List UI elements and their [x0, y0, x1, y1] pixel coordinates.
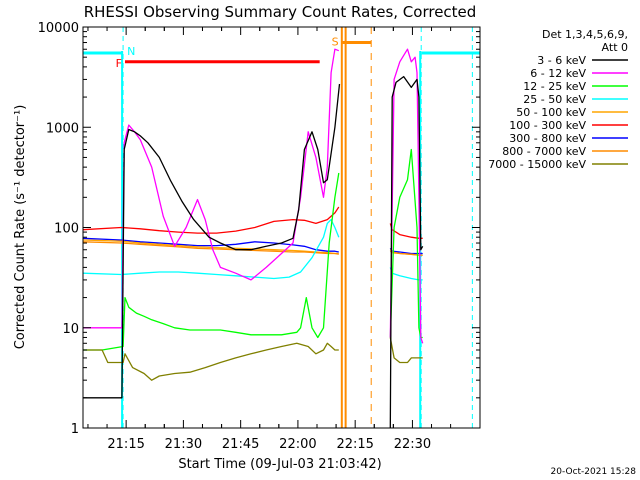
x-tick-label: 22:00	[279, 437, 316, 452]
legend-label-800-7000-kev: 800 - 7000 keV	[502, 145, 586, 158]
y-tick-label: 1	[71, 422, 79, 437]
legend-label-25-50-kev: 25 - 50 keV	[523, 93, 586, 106]
x-tick-label: 21:30	[165, 437, 202, 452]
x-tick-label: 22:30	[394, 437, 431, 452]
x-tick-label: 21:45	[222, 437, 259, 452]
legend-label-7000-15000-kev: 7000 - 15000 keV	[488, 158, 586, 171]
series-line-6-12-kev	[83, 48, 424, 344]
y-tick-label: 10	[62, 322, 79, 337]
y-tick-label: 100	[54, 222, 79, 237]
x-axis-label: Start Time (09-Jul-03 21:03:42)	[178, 457, 381, 472]
legend-header: Det 1,3,4,5,6,9,	[542, 28, 628, 41]
series-line-3-6-kev	[83, 75, 424, 429]
x-tick-label: 22:15	[336, 437, 373, 452]
x-tick-label: 21:15	[107, 437, 144, 452]
legend-label-300-800-kev: 300 - 800 keV	[509, 132, 586, 145]
footer-date: 20-Oct-2021 15:28	[551, 467, 637, 477]
y-tick-label: 10000	[38, 21, 79, 36]
legend-label-12-25-kev: 12 - 25 keV	[523, 80, 586, 93]
y-axis-label: Corrected Count Rate (s⁻¹ detector⁻¹)	[13, 105, 28, 350]
series-line-300-800-kev	[82, 237, 423, 255]
flare-label: F	[116, 57, 122, 70]
legend-label-3-6-kev: 3 - 6 keV	[537, 54, 586, 67]
x-axis: 21:15 21:30 21:45 22:00 22:15 22:30	[87, 27, 452, 452]
series-line-100-300-kev	[82, 206, 423, 239]
y-tick-label: 1000	[46, 121, 79, 136]
series-layer	[82, 48, 424, 429]
night-label: N	[127, 45, 135, 58]
legend-header: Att 0	[602, 41, 628, 54]
saa-label: S	[332, 36, 339, 49]
y-axis: 1 10 100 1000 10000	[38, 21, 480, 437]
legend-label-100-300-kev: 100 - 300 keV	[509, 119, 586, 132]
chart-title: RHESSI Observing Summary Count Rates, Co…	[84, 3, 477, 21]
legend-label-50-100-kev: 50 - 100 keV	[516, 106, 586, 119]
legend-label-6-12-kev: 6 - 12 keV	[530, 67, 586, 80]
series-line-7000-15000-kev	[83, 337, 423, 381]
